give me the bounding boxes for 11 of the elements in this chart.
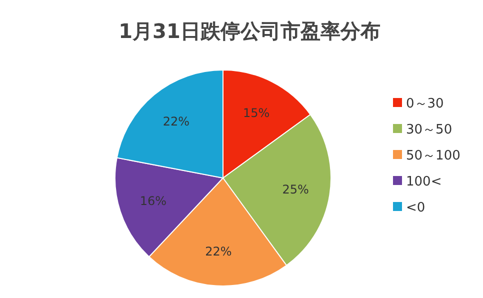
data-label: 22%: [162, 114, 190, 129]
chart-title: 1月31日跌停公司市盈率分布: [118, 19, 380, 43]
legend-label: <0: [406, 200, 426, 216]
data-label: 15%: [243, 106, 270, 120]
legend-label: 30～50: [406, 122, 452, 138]
legend-label: 100<: [406, 174, 442, 190]
data-label: 16%: [140, 194, 166, 208]
legend-label: 0～30: [406, 96, 444, 112]
legend-label: 50～100: [406, 148, 460, 164]
data-label: 25%: [282, 182, 309, 197]
data-label: 22%: [205, 244, 232, 258]
